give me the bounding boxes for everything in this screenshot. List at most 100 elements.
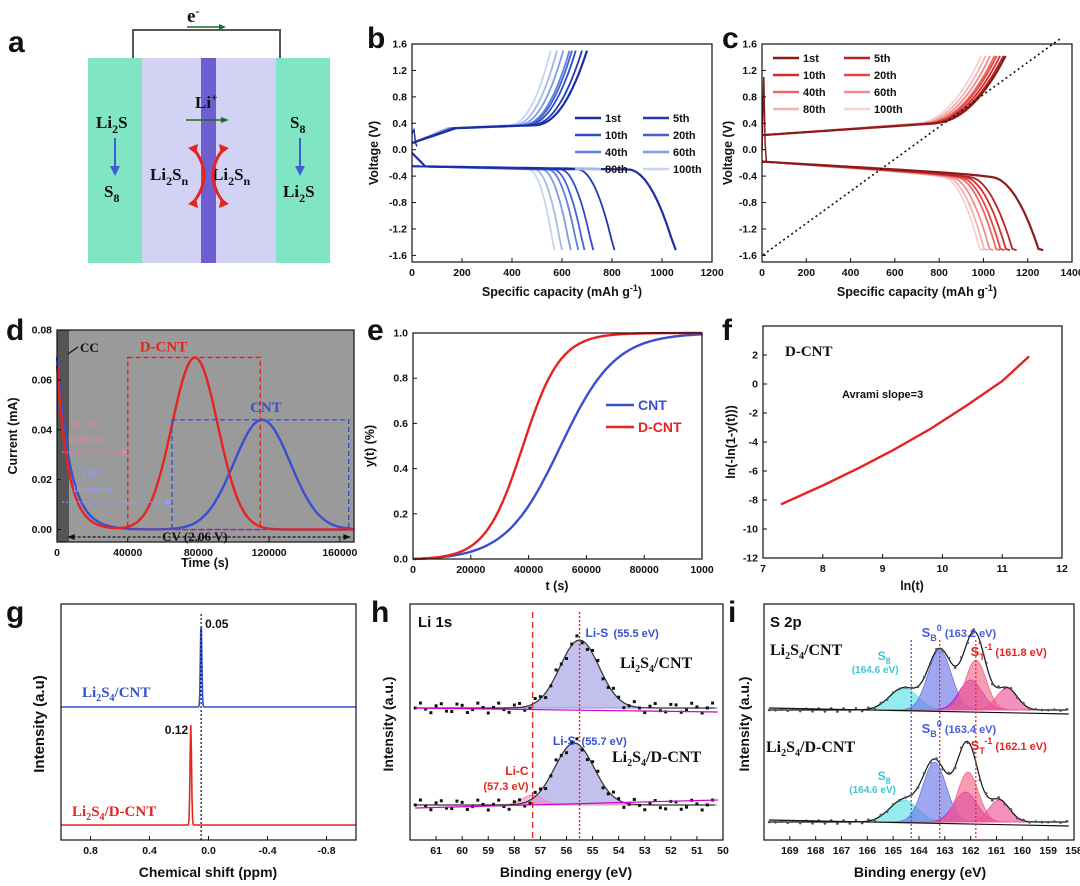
cnt-data-points-point (439, 702, 443, 706)
e-xtick-label: 60000 (572, 564, 601, 576)
dcnt-s2p-envelope-point (947, 771, 951, 775)
dcnt-data-points-point (684, 805, 688, 809)
h-xtick-label: 60 (456, 845, 468, 857)
cnt-data-points-point (601, 677, 605, 681)
h-xtick-label: 53 (639, 845, 651, 857)
dcnt-data-points-point (565, 751, 568, 755)
cnt-series-label: Li2S4/CNT (82, 685, 150, 704)
cnt-peak-value: 0.05 (205, 617, 229, 631)
b-discharge-curve-80th (411, 165, 563, 251)
c-initial-spike (761, 76, 768, 163)
cnt-data-points-point (476, 701, 480, 705)
charge-discharge-curves-b (411, 50, 677, 251)
cnt-data-points-point (606, 685, 610, 689)
panel-label-g: g (6, 596, 24, 629)
cv-arrowhead-right (343, 534, 351, 541)
cathode-arrowhead (295, 166, 305, 176)
dcnt-data-points-point (418, 798, 422, 802)
f-ytick-label: -12 (743, 553, 758, 565)
dcnt-s2p-envelope-point (786, 821, 790, 825)
cnt-peak-label: CNT (250, 400, 282, 416)
dcnt-fraction-curve (412, 331, 702, 561)
cnt-data-points-point (471, 708, 475, 712)
cnt-lis-peak-fill (415, 639, 718, 709)
lic-label: Li-C (505, 764, 529, 778)
h-xtick-label: 51 (691, 845, 703, 857)
cnt-data-points-point (450, 710, 454, 714)
cnt-data-points-point (544, 696, 548, 700)
dcnt-peak-label: D-CNT (140, 339, 188, 355)
cnt-s2p-envelope-point (780, 708, 783, 711)
cv-arrowhead-left (67, 534, 75, 541)
dcnt-data-points-point (643, 808, 647, 812)
e-legend-label-D-CNT: D-CNT (638, 419, 682, 435)
cnt-incubation-label-1: CNT (83, 469, 102, 479)
i-xtick-label: 162 (962, 845, 980, 857)
panel-label-a: a (8, 26, 25, 59)
e-ytick-label: 0.8 (393, 373, 408, 385)
i-xtick-label: 169 (781, 845, 799, 857)
dcnt-data-points-point (700, 808, 704, 812)
dcnt-data-points-point (596, 769, 600, 773)
panel-g: g 0.05 0.12 Li2S4/CNT Li2S4/D-CNT 0.8 0.4 0.0… (6, 596, 357, 880)
panel-label-b: b (367, 22, 385, 55)
cnt-s2p-envelope-point (904, 685, 907, 689)
dcnt-data-points-point (695, 802, 699, 806)
cnt-data-points-point (549, 684, 553, 688)
g-xtick-label: 0.0 (201, 845, 216, 857)
ylabel-f: ln(-ln(1-y(t))) (724, 405, 738, 479)
dcnt-s2p-envelope-point (873, 818, 876, 822)
dcnt-data-points-point (611, 790, 615, 794)
h-xtick-label: 61 (430, 845, 442, 857)
dcnt-data-points-point (575, 737, 579, 741)
avrami-slope-annotation: Avrami slope=3 (842, 389, 923, 401)
dcnt-s2p-envelope-point (811, 821, 814, 825)
cnt-current-curve (55, 356, 355, 531)
dcnt-data-points-point (679, 807, 683, 811)
chronoamperometry-plot: D-CNT CNT D-CNT Incubation CNT Incubation CV (… (55, 339, 355, 544)
dcnt-s2p-envelope-point (897, 799, 901, 802)
cnt-s2p-envelope-point (1059, 709, 1062, 712)
dcnt-s2p-envelope-point (1003, 802, 1007, 806)
dcnt-data-points-point (491, 802, 495, 806)
cnt-s2p-envelope-point (928, 662, 932, 665)
e-legend-label-CNT: CNT (638, 397, 667, 413)
cnt-s2p-envelope-point (941, 649, 945, 653)
cnt-data-points-point (638, 706, 642, 710)
shuttle-arrow-right (211, 147, 226, 204)
cnt-data-points-point (622, 706, 626, 710)
b-ytick-label: -0.4 (389, 171, 407, 183)
avrami-fit-line (762, 36, 1063, 256)
electron-label: e- (187, 4, 199, 27)
cnt-s2p-envelope-point (823, 710, 827, 713)
b-discharge-curve-10th (411, 165, 595, 251)
b-legend-label-20th: 20th (673, 130, 696, 142)
cnt-data-points-point (486, 711, 490, 715)
title-i: S 2p (770, 614, 802, 631)
f-xtick-label: 10 (937, 563, 949, 575)
h-xtick-label: 56 (561, 845, 573, 857)
cnt-data-points-point (643, 711, 647, 715)
panel-b: b 0 200 400 600 800 1000 1200-1.6-1.2-0.8-0.40… (367, 22, 724, 299)
b-charge-curve-5th (411, 50, 583, 144)
ylabel-b: Voltage (V) (367, 121, 381, 185)
dcnt-data-points-point (622, 805, 626, 809)
ylabel-i: Intensity (a.u.) (736, 677, 752, 772)
f-ytick-label: -8 (749, 495, 758, 507)
f-xtick-label: 11 (997, 563, 1008, 575)
cnt-s2p-envelope-point (990, 682, 994, 686)
cnt-s2p-envelope-point (935, 647, 938, 651)
dcnt-s2p-envelope-point (990, 798, 994, 802)
cnt-data-points-point (575, 634, 579, 638)
f-ytick-label: 0 (752, 379, 758, 391)
cnt-s2p-envelope-point (922, 675, 926, 679)
avrami-plot (762, 36, 1063, 506)
f-ytick-label: 2 (752, 350, 758, 362)
e-ytick-label: 0.0 (393, 554, 408, 566)
cnt-data-points-point (481, 705, 485, 709)
dcnt-s8-label: S8 (878, 769, 891, 786)
cnt-data-points-point (679, 710, 683, 714)
cnt-data-points-point (580, 641, 584, 645)
dcnt-s2p-envelope-point (1046, 820, 1050, 824)
cnt-peak-box (171, 419, 350, 531)
